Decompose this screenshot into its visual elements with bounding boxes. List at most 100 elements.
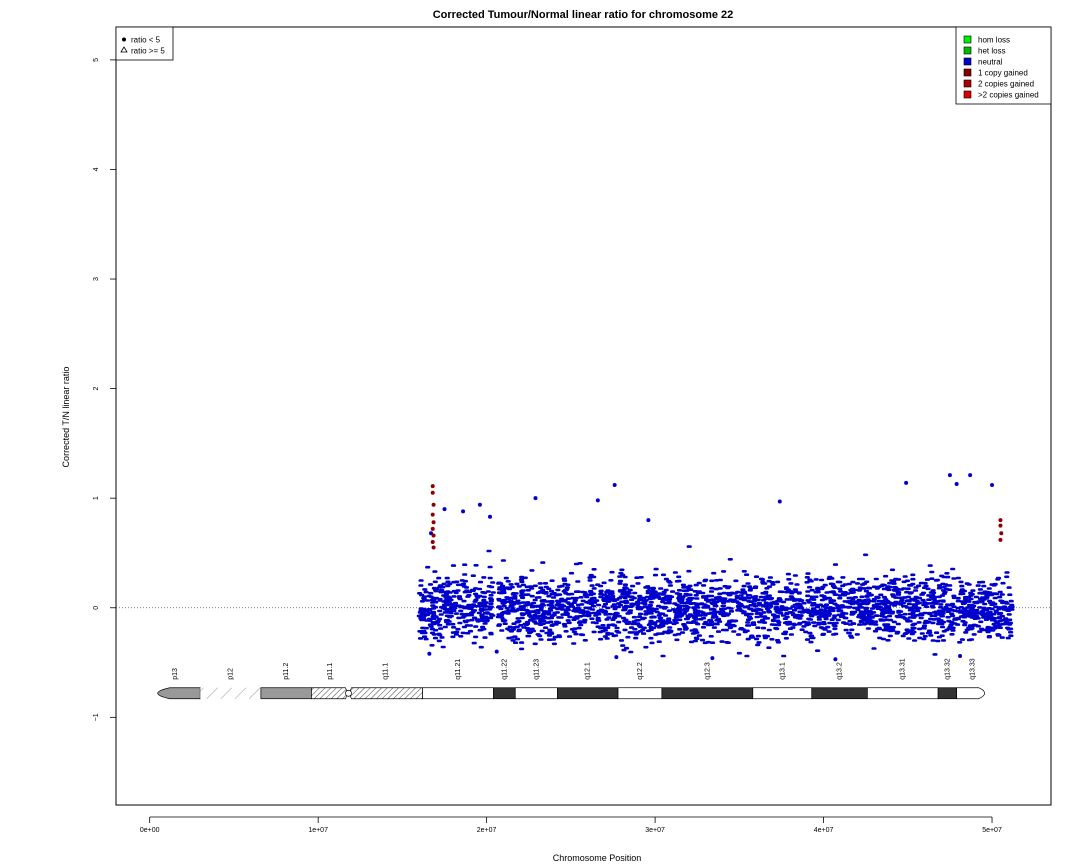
ideogram-band-label: q11.23	[533, 659, 540, 680]
ideogram-band-label: q11.22	[501, 659, 508, 680]
neutral-point-cloud	[416, 545, 1015, 658]
neutral-point	[954, 481, 959, 486]
ideogram-band-label: q12.3	[704, 662, 711, 680]
ideogram-band-label: q12.2	[637, 662, 644, 680]
neutral-point	[427, 651, 432, 656]
y-tick-label: 4	[93, 167, 100, 171]
color-legend-label: >2 copies gained	[978, 91, 1039, 100]
y-axis-label: Corrected T/N linear ratio	[61, 367, 71, 468]
shape-legend: ratio < 5 ratio >= 5	[115, 26, 174, 61]
ideogram-band-label: p11.2	[283, 663, 290, 680]
gain-points	[430, 484, 1004, 550]
ideogram-band-label: p12	[228, 668, 235, 680]
x-tick-label: 1e+07	[308, 827, 328, 834]
ideogram-band	[811, 687, 868, 700]
neutral-point	[710, 656, 715, 661]
gain-point	[998, 518, 1003, 523]
shape-legend-box	[115, 26, 174, 61]
color-legend: hom loss het loss neutral 1 copy gained 2 co…	[955, 26, 1052, 105]
ideogram-band	[422, 687, 494, 700]
gain-point	[431, 533, 436, 538]
ideogram-band-label: q13.31	[900, 658, 907, 680]
ideogram-band	[349, 687, 423, 700]
ideogram-band	[260, 687, 312, 700]
y-tick-label: 0	[93, 606, 100, 610]
plot-frame	[115, 26, 1052, 806]
ideogram-band-label: p13	[172, 668, 179, 680]
neutral-point	[494, 649, 499, 654]
legend-swatch	[963, 57, 972, 66]
ideogram-band	[311, 687, 348, 700]
y-tick-label: 1	[93, 496, 100, 500]
neutral-point	[533, 496, 538, 501]
ideogram-band-label: q11.1	[383, 663, 390, 680]
ideogram-band	[493, 687, 516, 700]
ideogram-band	[200, 687, 261, 699]
neutral-point	[968, 473, 973, 478]
color-legend-label: het loss	[978, 47, 1006, 56]
neutral-point	[947, 473, 952, 478]
gain-point	[430, 490, 435, 495]
legend-swatch	[963, 90, 972, 99]
neutral-point	[461, 509, 466, 514]
neutral-point	[833, 657, 838, 662]
color-legend-label: 1 copy gained	[978, 69, 1028, 78]
y-axis: −1 0 1 2 3 4 5	[93, 58, 116, 721]
color-legend-label: hom loss	[978, 36, 1010, 45]
ideogram-band-label: p11.1	[327, 663, 334, 680]
gain-point	[430, 540, 435, 545]
neutral-point	[442, 507, 447, 512]
color-legend-label: neutral	[978, 58, 1003, 67]
chromosome-ideogram: p13 p12 p11.2 p11.1 q11.1 q11.21 q11.22 q11.23 q…	[157, 658, 986, 700]
neutral-point	[904, 480, 909, 485]
ideogram-band-label: q13.1	[779, 662, 786, 680]
gain-point	[430, 484, 435, 489]
color-legend-label: 2 copies gained	[978, 80, 1034, 89]
gain-point	[431, 502, 436, 507]
neutral-point	[488, 514, 492, 519]
x-tick-label: 2e+07	[477, 827, 497, 834]
ideogram-band	[514, 687, 558, 700]
neutral-point	[477, 502, 482, 507]
ideogram-band	[617, 687, 663, 700]
gain-point	[431, 520, 436, 525]
ideogram-band-label: q13.32	[944, 658, 951, 680]
y-tick-label: −1	[93, 713, 100, 721]
neutral-point	[777, 499, 782, 504]
gain-point	[999, 531, 1004, 536]
neutral-point	[646, 518, 651, 523]
ideogram-band	[752, 687, 813, 700]
ideogram-band	[157, 687, 201, 700]
legend-swatch	[963, 46, 972, 55]
gain-point	[431, 545, 436, 550]
color-legend-box	[955, 26, 1052, 105]
y-tick-label: 2	[93, 387, 100, 391]
chart-title: Corrected Tumour/Normal linear ratio for…	[433, 9, 734, 21]
x-tick-label: 0e+00	[140, 827, 160, 834]
ideogram-band-label: q13.33	[970, 658, 977, 680]
gain-point	[998, 537, 1003, 542]
neutral-point	[990, 483, 995, 488]
x-tick-label: 3e+07	[645, 827, 665, 834]
ideogram-band	[956, 687, 986, 700]
gain-point	[430, 526, 435, 531]
x-tick-label: 4e+07	[814, 827, 834, 834]
shape-legend-label-triangle: ratio >= 5	[131, 47, 165, 56]
x-axis-label: Chromosome Position	[553, 853, 642, 863]
ideogram-band-label: q11.21	[455, 659, 462, 680]
ideogram-band-label: q13.2	[837, 662, 844, 680]
legend-swatch	[963, 68, 972, 77]
neutral-point	[612, 483, 617, 488]
neutral-point	[958, 653, 963, 658]
gain-point	[998, 523, 1003, 528]
ideogram-band	[937, 687, 958, 700]
neutral-point	[614, 655, 619, 660]
y-tick-label: 3	[93, 277, 100, 281]
shape-legend-label-circle: ratio < 5	[131, 36, 161, 45]
neutral-point	[595, 498, 600, 503]
gain-point	[430, 512, 435, 517]
ideogram-band-label: q12.1	[585, 662, 592, 680]
circle-symbol-icon	[122, 37, 126, 42]
y-tick-label: 5	[93, 58, 100, 62]
